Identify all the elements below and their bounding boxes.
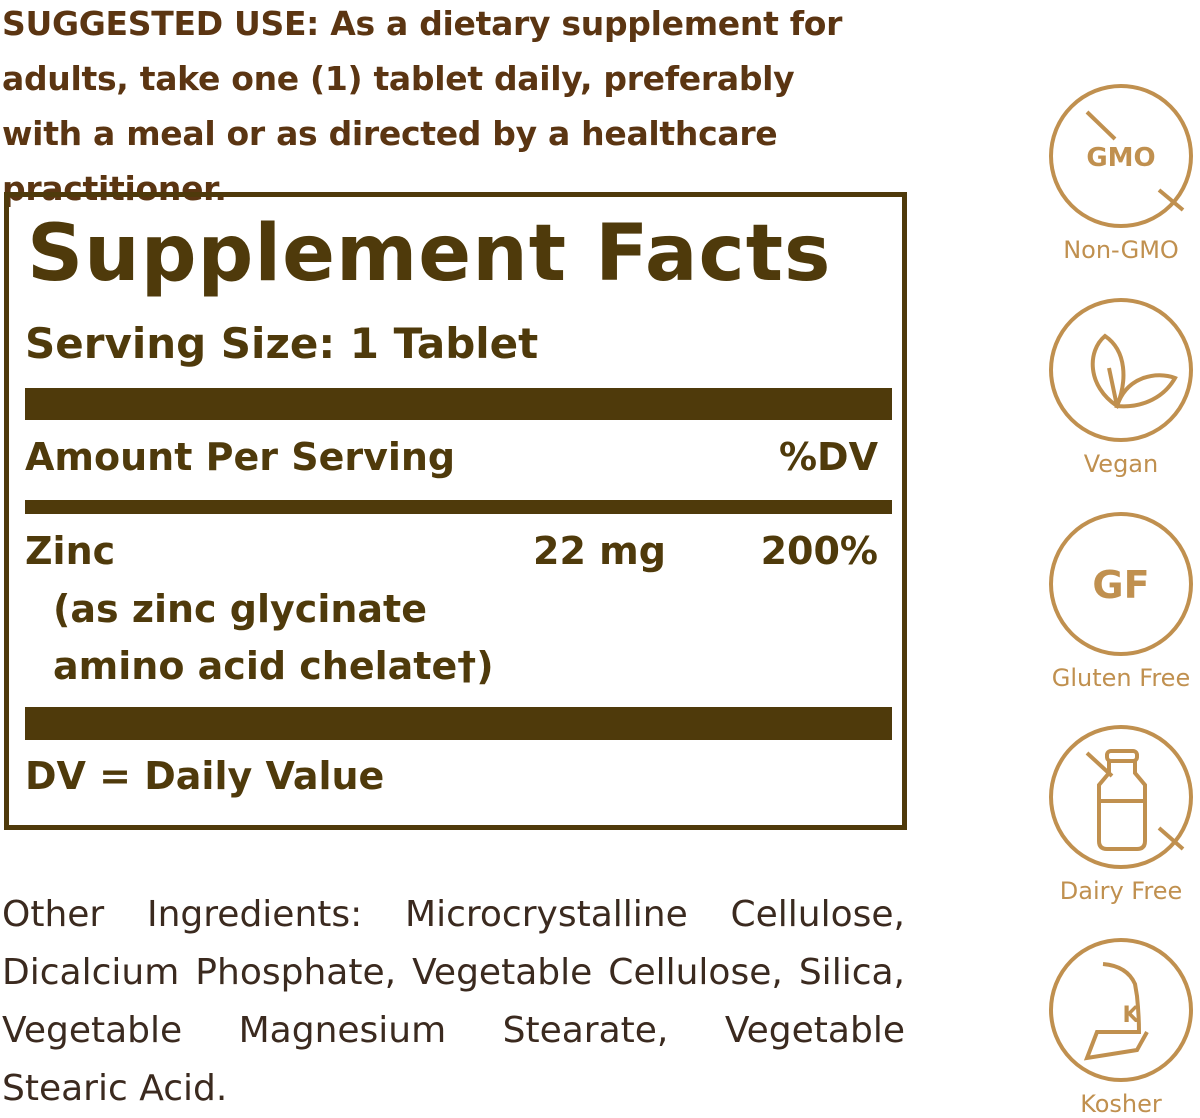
dv-footnote: DV = Daily Value (25, 754, 385, 798)
gf-icon: GF (1049, 512, 1193, 656)
badge-label: Kosher (1080, 1090, 1162, 1118)
dv-header: %DV (778, 435, 878, 479)
badge-dairy-free: Dairy Free (1046, 723, 1196, 905)
supplement-facts-panel: Supplement Facts Serving Size: 1 Tablet … (4, 192, 907, 830)
nutrient-name: Zinc (25, 529, 116, 573)
amount-header: Amount Per Serving (25, 435, 456, 479)
nutrient-amount: 22 mg (533, 529, 666, 573)
suggested-use: SUGGESTED USE: As a dietary supplement f… (2, 4, 843, 208)
gf-text: GF (1092, 563, 1149, 607)
badge-label: Vegan (1083, 450, 1159, 478)
badge-gluten-free: GF Gluten Free (1046, 510, 1196, 692)
nutrient-dv: 200% (760, 529, 878, 573)
gmo-text: GMO (1086, 143, 1155, 173)
badge-label: Dairy Free (1059, 877, 1183, 905)
nutrient-source-2: amino acid chelate†) (53, 644, 494, 688)
k-text: K (1122, 1003, 1140, 1028)
nutrient-source-1: (as zinc glycinate (53, 587, 427, 631)
facts-title: Supplement Facts (27, 209, 832, 299)
badge-label: Non-GMO (1063, 236, 1179, 264)
no-milk-bottle-icon (1049, 725, 1193, 869)
amount-header-row: Amount Per Serving %DV (25, 435, 878, 479)
badge-kosher: K Kosher (1046, 936, 1196, 1118)
leaf-icon (1049, 298, 1193, 442)
serving-size: Serving Size: 1 Tablet (25, 319, 539, 368)
thick-divider (25, 707, 892, 740)
nutrient-row: Zinc 22 mg 200% (25, 529, 878, 573)
badge-vegan: Vegan (1046, 296, 1196, 478)
divider (25, 500, 892, 514)
badge-non-gmo: GMO Non-GMO (1046, 82, 1196, 264)
kosher-icon: K (1049, 938, 1193, 1082)
other-ingredients: Other Ingredients: Microcrystalline Cell… (2, 894, 905, 1109)
no-gmo-icon: GMO (1049, 84, 1193, 228)
thick-divider (25, 388, 892, 420)
badge-label: Gluten Free (1051, 664, 1191, 692)
